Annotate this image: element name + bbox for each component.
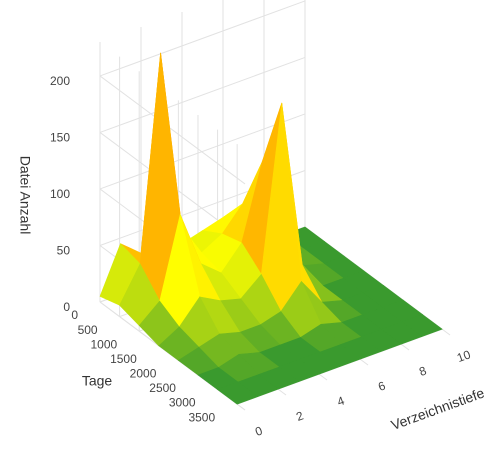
x-tick-label: 10 [455, 347, 473, 365]
z-tick-label: 0 [63, 300, 70, 314]
grid-line [99, 56, 306, 133]
x-axis-title: Verzeichnistiefe [389, 384, 487, 433]
y-axis-title: Tage [82, 373, 113, 389]
y-tick-label: 1500 [110, 352, 137, 366]
x-tick-label: 4 [335, 393, 346, 409]
y-tick-label: 3000 [169, 396, 196, 410]
x-tick-label: 2 [294, 408, 305, 424]
z-tick-label: 100 [50, 187, 70, 201]
y-tick-label: 3500 [188, 410, 215, 424]
surface-cell [216, 381, 259, 405]
y-tick-label: 2000 [130, 367, 157, 381]
grid-line [99, 0, 306, 77]
z-tick-label: 150 [50, 131, 70, 145]
y-tick-label: 2500 [149, 381, 176, 395]
x-tick-label: 8 [417, 363, 428, 379]
x-tick-label: 0 [253, 423, 264, 439]
y-tick-label: 1000 [90, 337, 117, 351]
z-tick-label: 50 [57, 244, 71, 258]
y-tick-label: 0 [71, 308, 78, 322]
grid-line [99, 113, 306, 190]
z-axis-title: Datei Anzahl [17, 156, 33, 235]
y-tick-label: 500 [78, 323, 98, 337]
grid-line [99, 75, 246, 185]
x-tick-label: 6 [376, 378, 387, 394]
z-tick-label: 200 [50, 74, 70, 88]
